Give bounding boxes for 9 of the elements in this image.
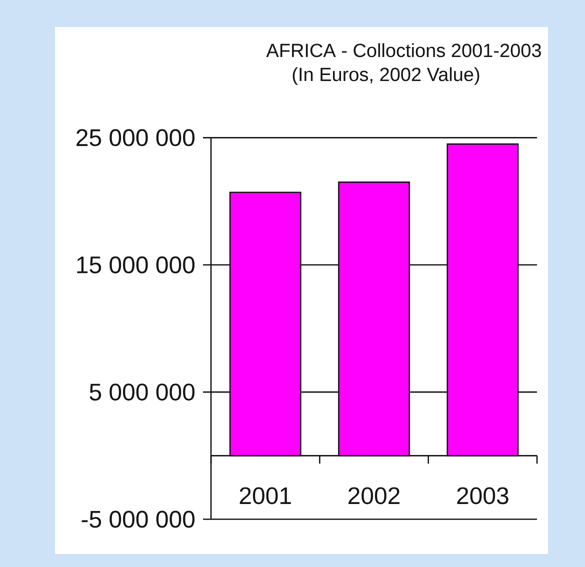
x-tick-label: 2001	[240, 487, 291, 504]
y-tick-label: 5 000 000	[90, 384, 195, 401]
x-tick-label: 2003	[457, 487, 508, 504]
y-tick-label: -5 000 000	[82, 510, 195, 528]
x-tick-label: 2002	[348, 487, 400, 504]
y-tick-label: 15 000 000	[77, 256, 195, 274]
chart-subtitle: (In Euros, 2002 Value)	[292, 67, 480, 85]
y-tick-label: 25 000 000	[76, 129, 195, 146]
chart-title: AFRICA - Colloctions 2001-2003	[266, 43, 541, 58]
